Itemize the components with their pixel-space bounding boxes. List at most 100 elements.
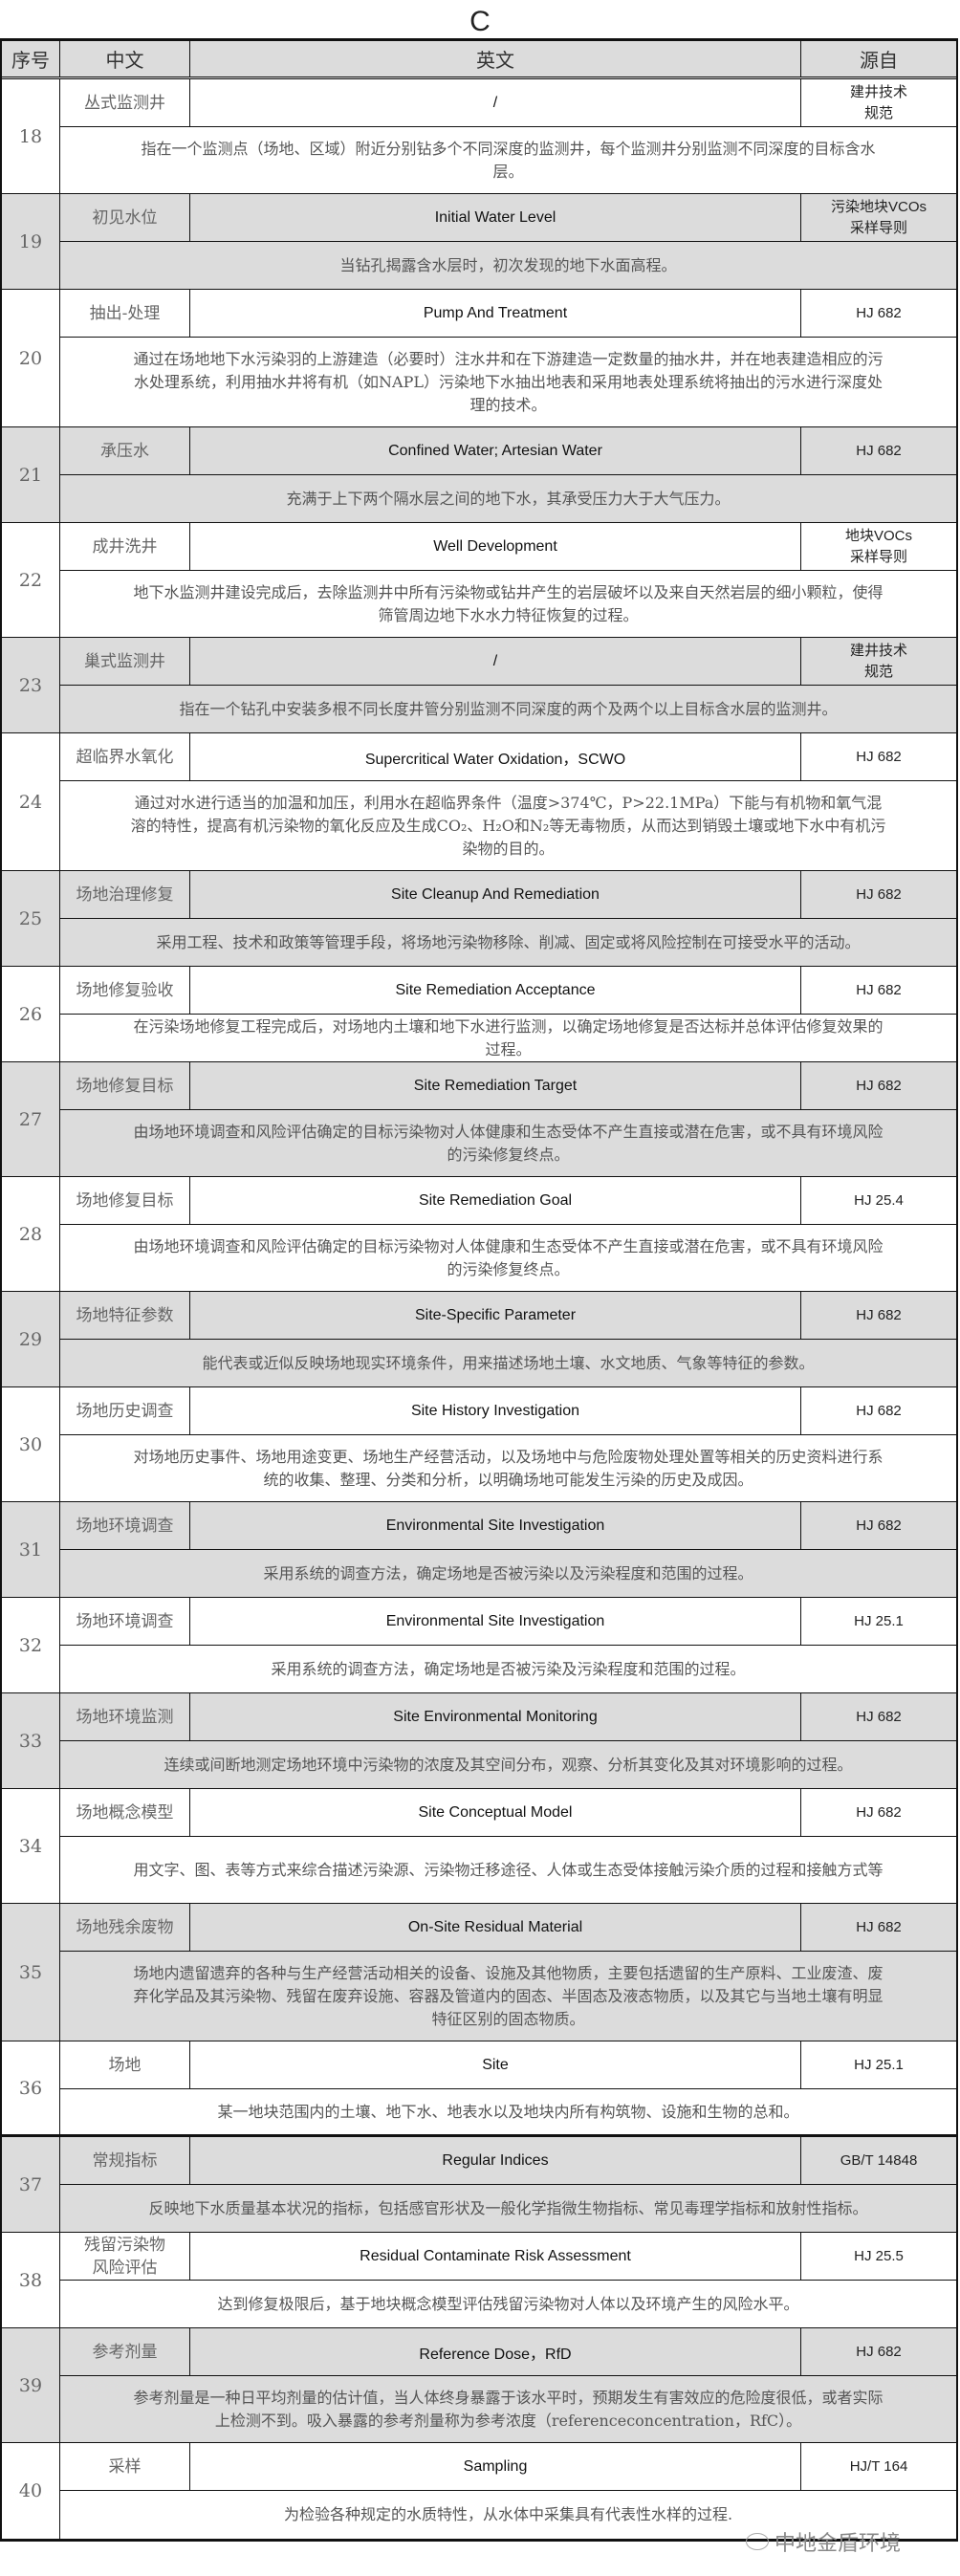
- term-line: 残留污染物 风险评估 Residual Contaminate Risk Asse…: [60, 2233, 956, 2281]
- term-line: 场地残余废物 On-Site Residual Material HJ 682: [60, 1904, 956, 1952]
- term-source: HJ 25.1: [854, 1612, 904, 1629]
- section-letter: C: [469, 6, 491, 37]
- term-zh: 残留污染物 风险评估: [60, 2233, 190, 2280]
- row-number: 27: [2, 1062, 60, 1176]
- row-body: 常规指标 Regular Indices GB/T 14848 反映地下水质量基本状况…: [60, 2137, 956, 2232]
- row-body: 巢式监测井 / 建井技术 规范指在一个钻孔中安装多根不同长度井管分别监测不同深度的两…: [60, 638, 956, 732]
- row-number: 35: [2, 1904, 60, 2041]
- table-row: 26 场地修复验收 Site Remediation Acceptance HJ 68…: [2, 967, 956, 1062]
- row-number: 38: [2, 2233, 60, 2327]
- term-source: HJ 682: [856, 442, 902, 459]
- term-source: 污染地块VCOs 采样导则: [830, 198, 927, 236]
- term-zh: 丛式监测井: [60, 79, 190, 126]
- term-line: 采样 Sampling HJ/T 164: [60, 2443, 956, 2491]
- term-line: 巢式监测井 / 建井技术 规范: [60, 638, 956, 686]
- term-definition: 连续或间断地测定场地环境中污染物的浓度及其空间分布，观察、分析其变化及其对环境影…: [164, 1755, 853, 1774]
- row-body: 场地环境调查 Environmental Site Investigation HJ…: [60, 1598, 956, 1692]
- row-number: 28: [2, 1177, 60, 1291]
- term-line: 场地概念模型 Site Conceptual Model HJ 682: [60, 1789, 956, 1837]
- term-definition: 指在一个钻孔中安装多根不同长度井管分别监测不同深度的两个及两个以上目标含水层的监…: [179, 699, 838, 718]
- term-zh: 场地环境监测: [60, 1693, 190, 1740]
- term-source: HJ/T 164: [849, 2457, 908, 2475]
- term-definition: 对场地历史事件、场地用途变更、场地生产经营活动，以及场地中与危险废物处理处置等相…: [133, 1447, 884, 1489]
- table-row: 30 场地历史调查 Site History Investigation HJ 682…: [2, 1387, 956, 1502]
- wechat-icon: [746, 2533, 769, 2550]
- term-zh: 场地修复目标: [60, 1177, 190, 1224]
- row-number: 37: [2, 2137, 60, 2232]
- term-definition: 充满于上下两个隔水层之间的地下水，其承受压力大于大气压力。: [286, 489, 731, 508]
- watermark-text: 中地金盾环境: [775, 2532, 902, 2556]
- table-row: 27 场地修复目标 Site Remediation Target HJ 682 由场地…: [2, 1062, 956, 1177]
- term-source: 建井技术 规范: [849, 83, 907, 121]
- term-zh: 场地历史调查: [60, 1387, 190, 1434]
- row-body: 场地治理修复 Site Cleanup And Remediation HJ 682…: [60, 871, 956, 966]
- row-number: 31: [2, 1502, 60, 1597]
- term-en: Regular Indices: [190, 2137, 801, 2184]
- term-zh: 初见水位: [60, 194, 190, 241]
- table-row: 34 场地概念模型 Site Conceptual Model HJ 682 用文字、图…: [2, 1789, 956, 1904]
- row-number: 19: [2, 194, 60, 289]
- term-zh: 场地修复目标: [60, 1062, 190, 1109]
- row-number: 32: [2, 1598, 60, 1692]
- term-source: HJ 682: [856, 1708, 902, 1725]
- row-number: 24: [2, 733, 60, 870]
- term-line: 场地环境调查 Environmental Site Investigation HJ…: [60, 1598, 956, 1646]
- term-source: HJ 682: [856, 981, 902, 998]
- term-en: Site-Specific Parameter: [190, 1292, 801, 1339]
- table-row: 31 场地环境调查 Environmental Site Investigation…: [2, 1502, 956, 1598]
- term-line: 场地环境调查 Environmental Site Investigation HJ…: [60, 1502, 956, 1550]
- row-body: 场地特征参数 Site-Specific Parameter HJ 682 能代表或近…: [60, 1292, 956, 1386]
- term-definition: 指在一个监测点（场地、区域）附近分别钻多个不同深度的监测井，每个监测井分别监测不…: [141, 139, 876, 181]
- row-body: 丛式监测井 / 建井技术 规范指在一个监测点（场地、区域）附近分别钻多个不同深度的监…: [60, 79, 956, 193]
- table-row: 39 参考剂量 Reference Dose，RfD HJ 682 参考剂量是一种日平均…: [2, 2328, 956, 2443]
- term-line: 场地治理修复 Site Cleanup And Remediation HJ 682: [60, 871, 956, 919]
- header-source: 源自: [860, 49, 898, 72]
- row-body: 场地环境监测 Site Environmental Monitoring HJ 68…: [60, 1693, 956, 1788]
- term-line: 场地 Site HJ 25.1: [60, 2041, 956, 2089]
- term-en: Reference Dose，RfD: [190, 2328, 801, 2375]
- term-source: HJ 25.1: [854, 2056, 904, 2073]
- term-zh: 参考剂量: [60, 2328, 190, 2375]
- term-en: Site History Investigation: [190, 1387, 801, 1434]
- row-body: 场地修复目标 Site Remediation Target HJ 682 由场地环境…: [60, 1062, 956, 1176]
- table-row: 25 场地治理修复 Site Cleanup And Remediation HJ 6…: [2, 871, 956, 967]
- row-number: 26: [2, 967, 60, 1061]
- term-en: Sampling: [190, 2443, 801, 2490]
- term-definition: 反映地下水质量基本状况的指标，包括感官形状及一般化学指微生物指标、常见毒理学指标…: [148, 2198, 868, 2217]
- row-body: 场地修复目标 Site Remediation Goal HJ 25.4 由场地环境调…: [60, 1177, 956, 1291]
- table-row: 24 超临界水氧化 Supercritical Water Oxidation，SC…: [2, 733, 956, 871]
- term-en: Pump And Treatment: [190, 290, 801, 337]
- term-en: Confined Water; Artesian Water: [190, 427, 801, 474]
- table-row: 29 场地特征参数 Site-Specific Parameter HJ 682 能代表…: [2, 1292, 956, 1387]
- table-row: 33 场地环境监测 Site Environmental Monitoring HJ …: [2, 1693, 956, 1789]
- term-zh: 场地修复验收: [60, 967, 190, 1014]
- term-source: HJ 25.4: [854, 1191, 904, 1209]
- table-row: 23 巢式监测井 / 建井技术 规范 指在一个钻孔中安装多根不同长度井管分别监测不同深度…: [2, 638, 956, 733]
- row-body: 超临界水氧化 Supercritical Water Oxidation，SCWO…: [60, 733, 956, 870]
- watermark: 中地金盾环境: [746, 2526, 901, 2557]
- term-en: Site Remediation Goal: [190, 1177, 801, 1224]
- row-number: 39: [2, 2328, 60, 2442]
- term-line: 场地历史调查 Site History Investigation HJ 682: [60, 1387, 956, 1435]
- term-en: Site Remediation Target: [190, 1062, 801, 1109]
- term-source: GB/T 14848: [840, 2151, 918, 2169]
- row-number: 36: [2, 2041, 60, 2134]
- term-zh: 场地概念模型: [60, 1789, 190, 1836]
- table-body: 18 丛式监测井 / 建井技术 规范 指在一个监测点（场地、区域）附近分别钻多个不同深度…: [2, 79, 956, 2539]
- term-en: Site Cleanup And Remediation: [190, 871, 801, 918]
- term-zh: 巢式监测井: [60, 638, 190, 685]
- term-line: 初见水位 Initial Water Level 污染地块VCOs 采样导则: [60, 194, 956, 242]
- table-row: 20 抽出-处理 Pump And Treatment HJ 682 通过在场地地下水污…: [2, 290, 956, 427]
- term-definition: 采用工程、技术和政策等管理手段，将场地污染物移除、削减、固定或将风险控制在可接受…: [156, 932, 861, 951]
- term-definition: 场地内遗留遗弃的各种与生产经营活动相关的设备、设施及其他物质，主要包括遗留的生产…: [133, 1963, 884, 2028]
- term-en: Well Development: [190, 523, 801, 570]
- term-source: HJ 682: [856, 2343, 902, 2360]
- term-zh: 场地: [60, 2041, 190, 2088]
- term-en: On-Site Residual Material: [190, 1904, 801, 1951]
- term-source: HJ 682: [856, 1077, 902, 1094]
- header-en: 英文: [190, 41, 801, 76]
- term-source: HJ 682: [856, 304, 902, 321]
- term-line: 丛式监测井 / 建井技术 规范: [60, 79, 956, 127]
- term-zh: 成井洗井: [60, 523, 190, 570]
- term-definition: 由场地环境调查和风险评估确定的目标污染物对人体健康和生态受体不产生直接或潜在危害…: [133, 1236, 884, 1278]
